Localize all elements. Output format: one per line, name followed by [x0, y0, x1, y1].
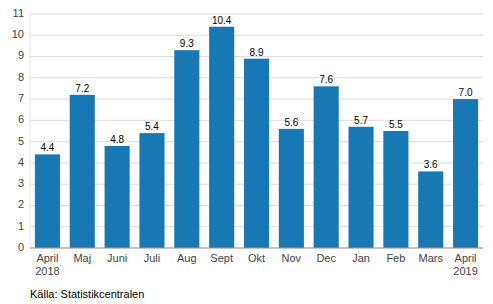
source-note: Källa: Statistikcentralen [30, 288, 144, 300]
y-tick-label: 10 [12, 28, 24, 40]
bar [348, 127, 373, 248]
x-tick-label: Juni [107, 252, 127, 264]
y-tick-label: 5 [18, 135, 24, 147]
bar [383, 131, 408, 248]
x-tick-label: Feb [386, 252, 405, 264]
x-tick-label: Dec [316, 252, 336, 264]
bars [35, 27, 478, 248]
x-tick-label: April2019 [453, 252, 477, 277]
bar [418, 171, 443, 248]
data-label: 4.4 [40, 142, 54, 153]
data-label: 8.9 [250, 47, 264, 58]
y-tick-label: 3 [18, 177, 24, 189]
bar [314, 86, 339, 248]
x-tick-label: April2018 [35, 252, 59, 277]
y-ticks: 0 1 2 3 4 5 6 7 8 9 10 11 [12, 7, 24, 253]
y-tick-label: 1 [18, 220, 24, 232]
data-label: 5.7 [354, 115, 368, 126]
bar [209, 27, 234, 248]
x-tick-label: Aug [177, 252, 197, 264]
data-label: 7.2 [75, 83, 89, 94]
bar [70, 95, 95, 248]
x-tick-label: Jan [352, 252, 370, 264]
y-tick-label: 11 [13, 7, 24, 19]
chart: 0 1 2 3 4 5 6 7 8 9 10 11 4.4 7.2 4.8 5.4 9.3 10.4 8.9 5.6 7… [0, 0, 493, 304]
data-labels: 4.4 7.2 4.8 5.4 9.3 10.4 8.9 5.6 7.6 5.7 5.5 3.6 7.0 [40, 15, 472, 171]
y-axis-line [30, 14, 31, 248]
data-label: 9.3 [180, 38, 194, 49]
chart-container: 0 1 2 3 4 5 6 7 8 9 10 11 4.4 7.2 4.8 5.4 9.3 10.4 8.9 5.6 7… [0, 0, 493, 304]
grid-line [30, 14, 483, 15]
y-tick-label: 0 [18, 241, 24, 253]
data-label: 7.6 [319, 74, 333, 85]
x-tick-label: Sept [210, 252, 233, 264]
data-label: 10.4 [212, 15, 232, 26]
x-tick-label: Maj [73, 252, 91, 264]
data-label: 5.6 [284, 117, 298, 128]
bar [174, 50, 199, 248]
data-label: 5.5 [389, 119, 403, 130]
data-label: 5.4 [145, 121, 159, 132]
x-ticks: April2018 Maj Juni Juli Aug Sept Okt Nov Dec Jan F… [35, 252, 478, 277]
x-axis-line [30, 248, 483, 249]
x-tick-label: Okt [248, 252, 265, 264]
y-tick-label: 9 [18, 49, 24, 61]
grid [30, 14, 483, 248]
y-tick-label: 7 [18, 92, 24, 104]
bar [139, 133, 164, 248]
data-label: 3.6 [424, 159, 438, 170]
bar [279, 129, 304, 248]
bar [105, 146, 130, 248]
bar [453, 99, 478, 248]
x-tick-label: Nov [282, 252, 302, 264]
bar [35, 154, 60, 248]
x-tick-label: Mars [419, 252, 444, 264]
data-label: 4.8 [110, 134, 124, 145]
grid-line [30, 248, 483, 249]
y-tick-label: 4 [18, 156, 24, 168]
x-tick-label: Juli [144, 252, 161, 264]
y-tick-label: 8 [18, 71, 24, 83]
y-tick-label: 6 [18, 113, 24, 125]
grid-line [30, 35, 483, 36]
bar [244, 59, 269, 248]
y-tick-label: 2 [18, 198, 24, 210]
data-label: 7.0 [459, 87, 473, 98]
